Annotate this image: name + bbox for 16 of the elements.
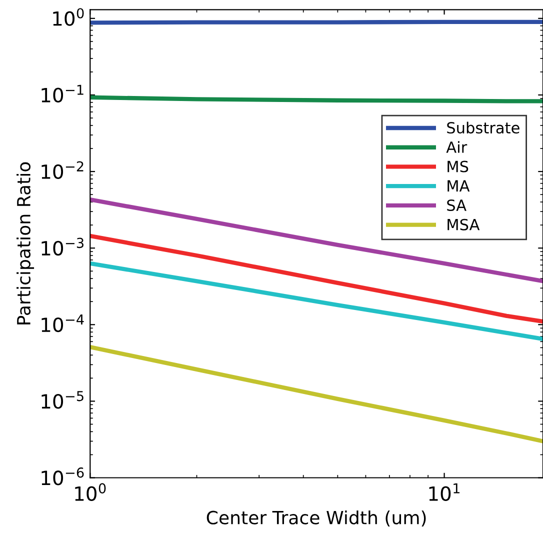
y-axis-title: Participation Ratio <box>16 162 34 324</box>
legend-label: MS <box>448 160 468 172</box>
x-tick-label: 10$^{1}$ <box>429 483 460 501</box>
y-tick-label: 10$^{−2}$ <box>42 161 84 180</box>
y-tick-label: 10$^{−6}$ <box>42 467 84 486</box>
y-tick-label: 10$^{−4}$ <box>42 314 84 332</box>
legend-label: Substrate <box>447 122 520 134</box>
y-tick-label: 10$^{0}$ <box>53 8 84 26</box>
legend-label: MSA <box>448 218 480 230</box>
legend-label: MA <box>448 180 470 192</box>
y-tick-label: 10$^{−1}$ <box>42 84 84 102</box>
legend-label: Air <box>446 141 468 153</box>
legend-label: SA <box>447 199 466 212</box>
y-tick-label: 10$^{−5}$ <box>42 391 84 409</box>
y-tick-label: 10$^{−3}$ <box>42 238 84 256</box>
x-axis-title: Center Trace Width (um) <box>206 510 426 527</box>
